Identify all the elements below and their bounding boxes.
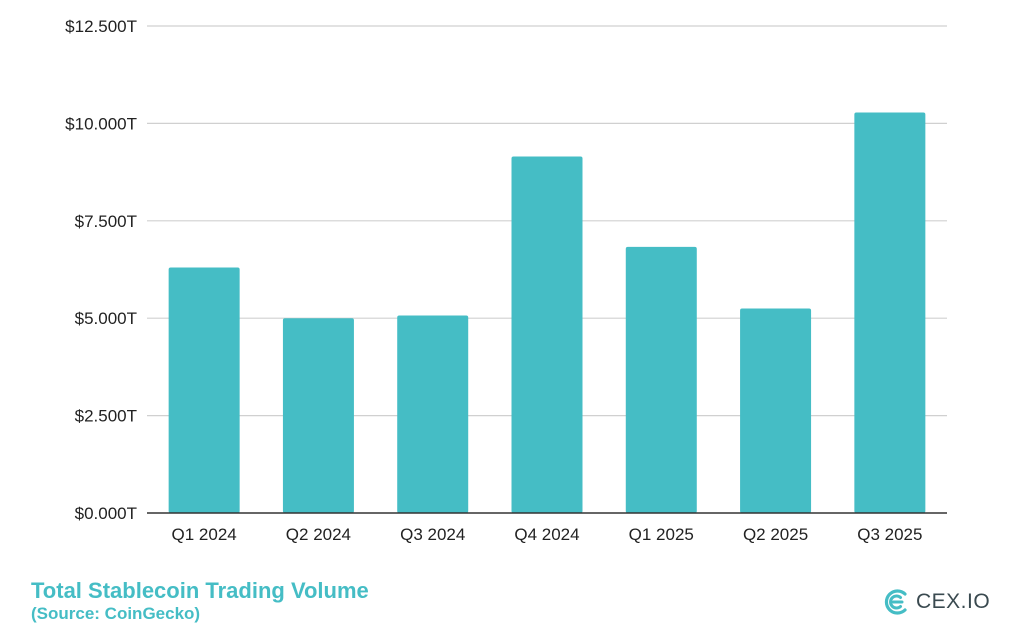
stablecoin-volume-chart: $0.000T $2.500T $5.000T $7.500T $10.000T $12.…	[65, 17, 947, 544]
x-tick-label: Q2 2025	[743, 525, 808, 544]
y-tick-label: $12.500T	[65, 17, 137, 36]
y-axis-tick-labels: $0.000T $2.500T $5.000T $7.500T $10.000T $12.…	[65, 17, 137, 523]
x-axis-tick-labels: Q1 2024 Q2 2024 Q3 2024 Q4 2024 Q1 2025 Q2 20…	[172, 525, 923, 544]
chart-title: Total Stablecoin Trading Volume	[31, 578, 369, 603]
x-tick-label: Q3 2024	[400, 525, 465, 544]
bar	[168, 267, 240, 513]
x-tick-label: Q1 2025	[629, 525, 694, 544]
x-tick-label: Q2 2024	[286, 525, 351, 544]
bar	[740, 308, 812, 513]
bar	[854, 112, 926, 513]
y-tick-label: $5.000T	[75, 309, 137, 328]
x-tick-label: Q4 2024	[514, 525, 579, 544]
x-tick-label: Q1 2024	[172, 525, 237, 544]
brand-logo: CEX.IO	[880, 587, 990, 617]
y-tick-label: $7.500T	[75, 212, 137, 231]
y-tick-label: $10.000T	[65, 114, 137, 133]
cex-io-logo-icon	[884, 589, 907, 615]
x-tick-label: Q3 2025	[857, 525, 922, 544]
bars	[168, 112, 926, 514]
bar	[625, 246, 697, 513]
bar	[282, 318, 354, 513]
y-tick-label: $0.000T	[75, 504, 137, 523]
bar	[397, 315, 469, 513]
brand-name: CEX.IO	[916, 590, 991, 613]
chart-source: (Source: CoinGecko)	[31, 604, 201, 623]
bar	[511, 156, 583, 514]
y-tick-label: $2.500T	[75, 407, 137, 426]
